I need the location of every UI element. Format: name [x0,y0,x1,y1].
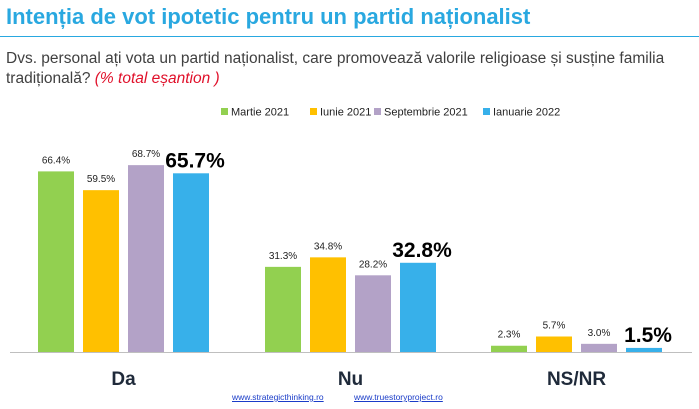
legend-label-martie-2021: Martie 2021 [231,107,289,119]
value-label-da-iunie-2021: 59.5% [87,174,115,185]
bar-nu-septembrie-2021 [355,275,391,352]
legend-label-ianuarie-2022: Ianuarie 2022 [493,107,560,119]
value-label-ns-nr-martie-2021: 2.3% [498,330,521,341]
question-body: Dvs. personal ați vota un partid naționa… [6,50,665,87]
value-label-da-martie-2021: 66.4% [42,155,70,166]
bar-nu-martie-2021 [265,266,301,352]
value-label-nu-iunie-2021: 34.8% [314,241,342,252]
bar-da-septembrie-2021 [128,165,164,352]
bar-ns-nr-septembrie-2021 [581,343,617,352]
footer-link-truestoryproject[interactable]: www.truestoryproject.ro [354,392,443,402]
question-text: Dvs. personal ați vota un partid naționa… [6,49,686,89]
chart-bars: 66.4% 59.5% 68.7% 65.7% 31.3% 34.8% 28.2% 32.8%… [38,149,672,352]
value-label-da-septembrie-2021: 68.7% [132,149,160,160]
value-label-nu-ianuarie-2022: 32.8% [392,239,452,262]
legend-label-septembrie-2021: Septembrie 2021 [384,107,468,119]
value-label-nu-septembrie-2021: 28.2% [359,259,387,270]
category-label-da: Da [111,369,136,390]
category-label-ns-nr: NS/NR [547,369,606,390]
bar-da-martie-2021 [38,171,74,352]
page-title: Intenția de vot ipotetic pentru un parti… [6,4,531,29]
value-label-nu-martie-2021: 31.3% [269,251,297,262]
category-label-nu: Nu [338,369,363,390]
chart-legend: Martie 2021 Iunie 2021 Septembrie 2021 Ianu… [221,107,560,119]
bar-ns-nr-martie-2021 [491,345,527,352]
bar-ns-nr-ianuarie-2022 [626,347,662,352]
title-divider [0,36,699,37]
bar-nu-iunie-2021 [310,257,346,352]
legend-swatch-ianuarie-2022 [483,108,490,115]
question-note: (% total eșantion ) [94,70,220,87]
footer-link-strategicthinking[interactable]: www.strategicthinking.ro [232,392,324,402]
legend-swatch-septembrie-2021 [374,108,381,115]
category-labels: Da Nu NS/NR [111,369,606,390]
bar-da-iunie-2021 [83,190,119,352]
legend-swatch-martie-2021 [221,108,228,115]
bar-nu-ianuarie-2022 [400,262,436,352]
value-label-da-ianuarie-2022: 65.7% [165,149,225,172]
value-label-ns-nr-iunie-2021: 5.7% [543,320,566,331]
value-label-ns-nr-ianuarie-2022: 1.5% [624,324,672,347]
legend-swatch-iunie-2021 [310,108,317,115]
value-label-ns-nr-septembrie-2021: 3.0% [588,328,611,339]
bar-da-ianuarie-2022 [173,173,209,352]
legend-label-iunie-2021: Iunie 2021 [320,107,371,119]
bar-ns-nr-iunie-2021 [536,336,572,352]
